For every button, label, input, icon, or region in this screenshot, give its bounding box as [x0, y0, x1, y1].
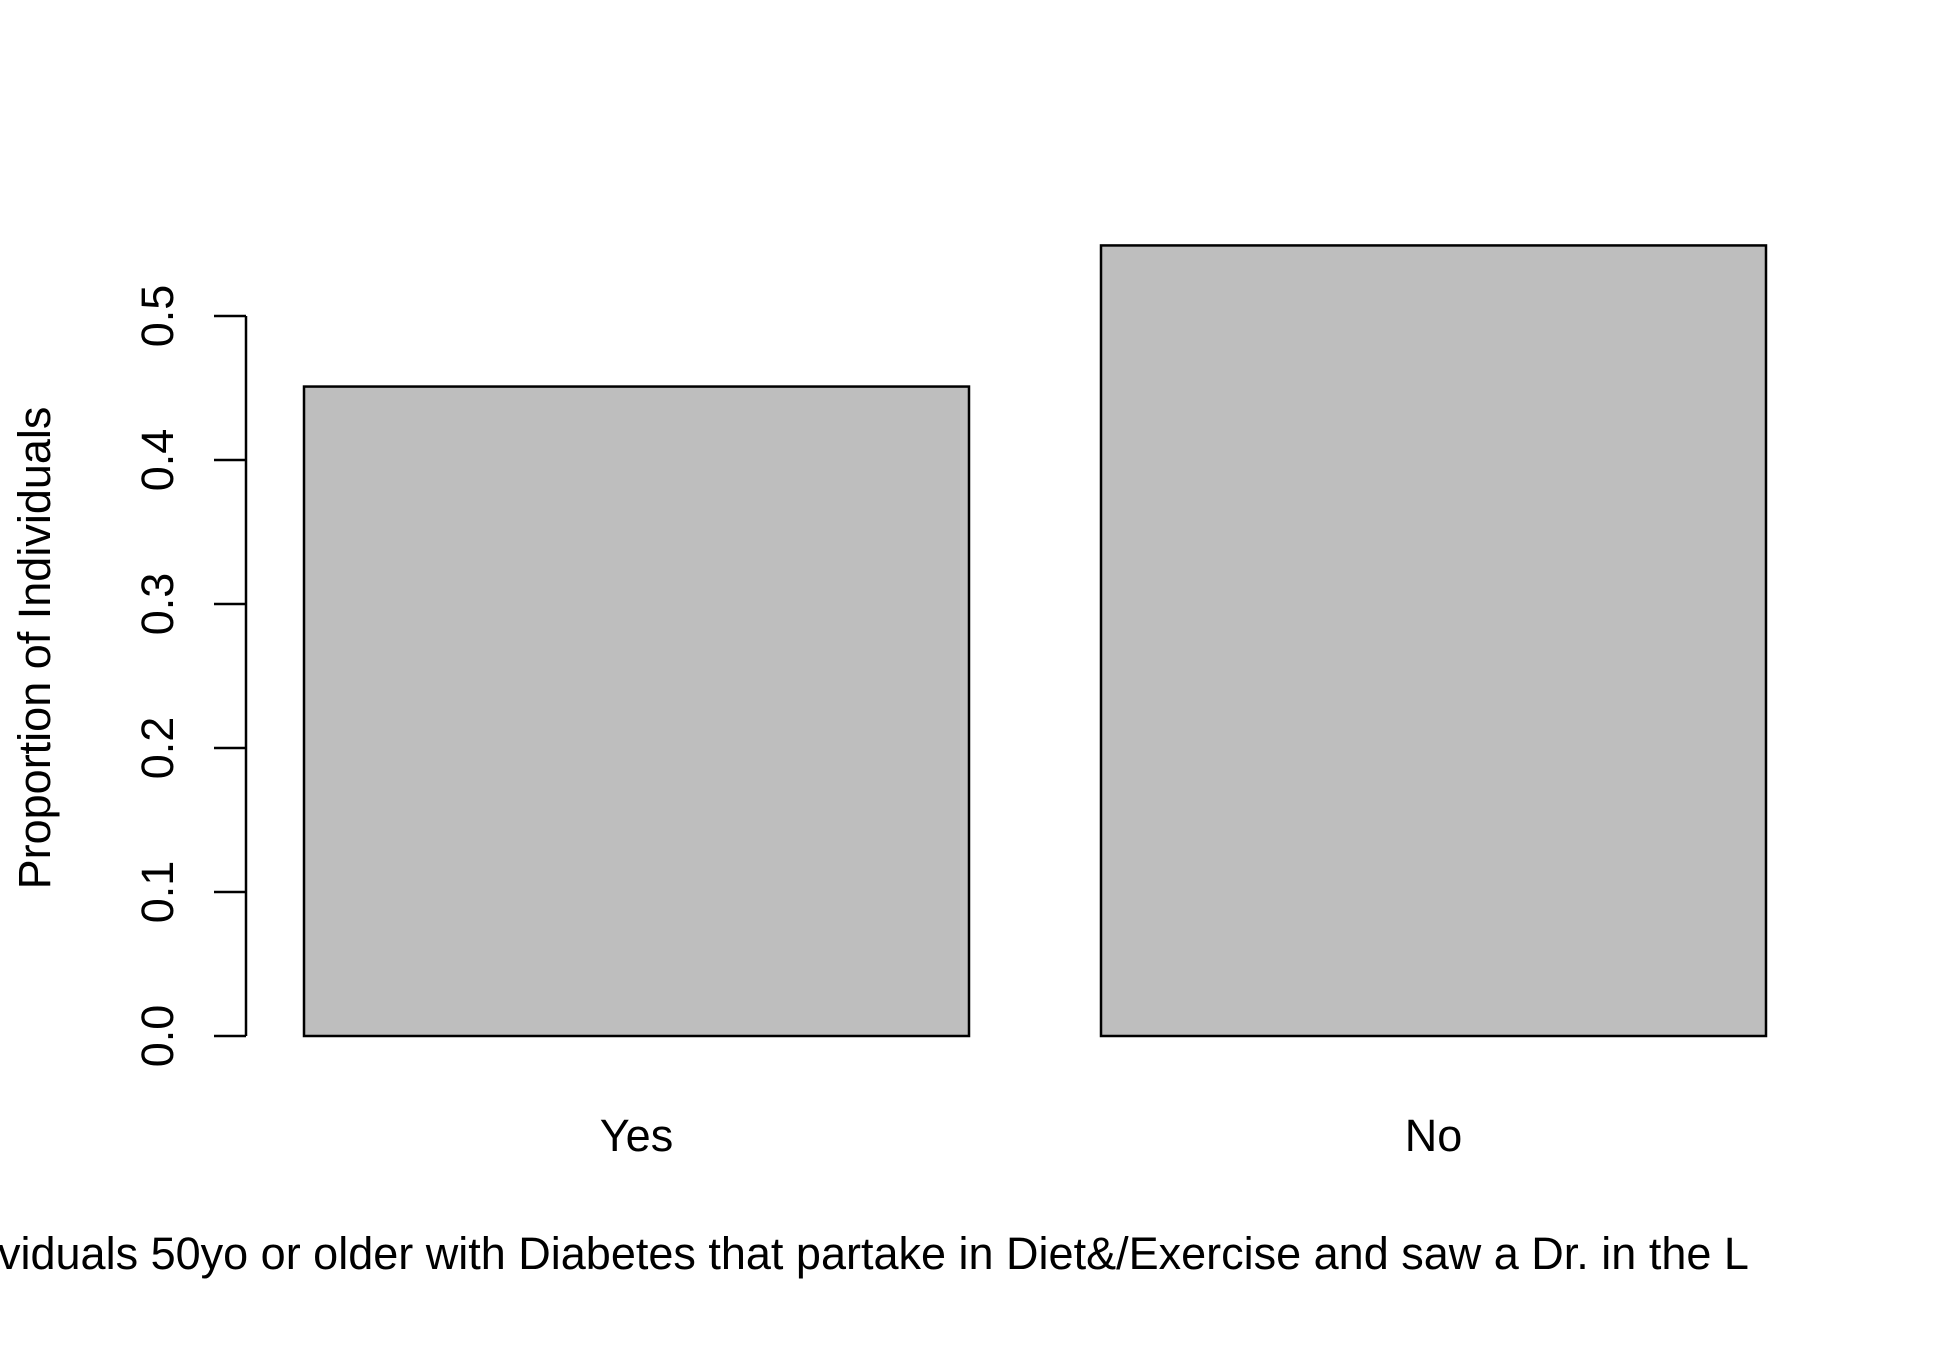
bars — [302, 244, 1768, 1038]
category-label-no: No — [1405, 1110, 1463, 1161]
y-tick-label: 0.3 — [132, 573, 183, 636]
y-axis: 0.0 0.1 0.2 0.3 0.4 0.5 — [132, 285, 248, 1068]
y-tick-label: 0.0 — [132, 1005, 183, 1068]
category-labels: Yes No — [600, 1110, 1462, 1161]
x-axis-title: viduals 50yo or older with Diabetes that… — [0, 1228, 1749, 1279]
bar-yes — [302, 385, 971, 1038]
bar-no — [1099, 244, 1768, 1038]
y-tick-label: 0.1 — [132, 861, 183, 924]
y-tick-label: 0.2 — [132, 717, 183, 780]
y-axis-title: Proportion of Individuals — [9, 407, 60, 890]
y-tick-label: 0.5 — [132, 285, 183, 348]
category-label-yes: Yes — [600, 1110, 673, 1161]
y-tick-label: 0.4 — [132, 429, 183, 492]
